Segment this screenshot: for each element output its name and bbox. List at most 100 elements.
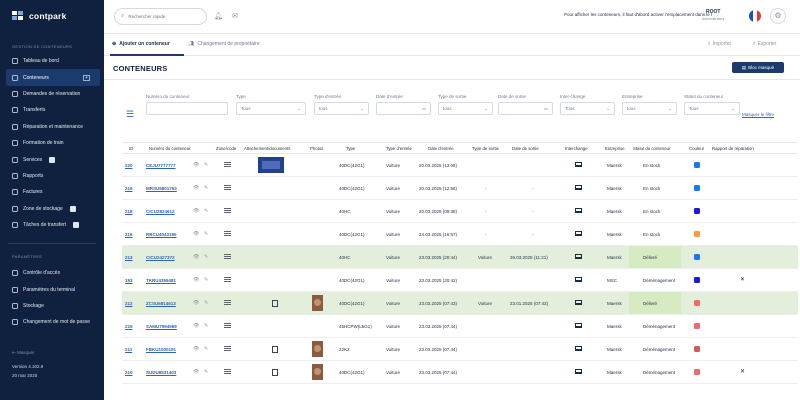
edit-icon[interactable]: ✎ bbox=[204, 254, 209, 260]
container-number[interactable]: SAMU7994569 bbox=[146, 323, 177, 329]
row-id[interactable]: 210 bbox=[125, 369, 133, 375]
eye-icon[interactable]: 👁︎ bbox=[193, 369, 200, 375]
column-header[interactable]: Entreprise bbox=[605, 146, 625, 151]
bell-icon[interactable]: 🔔︎ bbox=[214, 13, 223, 20]
hide-filter-link[interactable]: Masquer le filtre bbox=[742, 112, 775, 117]
interchange-icon[interactable] bbox=[575, 369, 582, 374]
eye-icon[interactable]: 👁︎ bbox=[193, 254, 200, 260]
column-header[interactable]: Type de sortie bbox=[472, 146, 499, 151]
column-header[interactable]: Statut du conteneur bbox=[633, 146, 671, 151]
zone-menu-icon[interactable] bbox=[224, 231, 231, 236]
table-row[interactable]: 213 CICU2427372 👁︎ ✎ 40HC Voiture 23.03.2025 (… bbox=[122, 246, 798, 269]
filter-input[interactable]: tous ⌄ bbox=[622, 102, 677, 115]
sidebar-item[interactable]: Demandes de réservation bbox=[6, 86, 100, 102]
mail-icon[interactable]: ✉ bbox=[232, 13, 238, 20]
interchange-icon[interactable] bbox=[575, 346, 582, 351]
filter-input[interactable] bbox=[146, 102, 228, 115]
zone-menu-icon[interactable] bbox=[224, 185, 231, 190]
row-id[interactable]: 219 bbox=[125, 185, 133, 191]
column-header[interactable]: Zone/code bbox=[216, 146, 237, 151]
tab-add-container[interactable]: ⊕ Ajouter un conteneur bbox=[112, 41, 170, 47]
zone-menu-icon[interactable] bbox=[224, 208, 231, 213]
repair-tools-icon[interactable]: ✕ bbox=[740, 369, 746, 375]
column-header[interactable]: Numéro du conteneur bbox=[149, 146, 191, 151]
container-number[interactable]: ZCSU6814613 bbox=[146, 300, 176, 306]
sidebar-item[interactable]: Contrôle d'accès bbox=[6, 265, 100, 281]
document-icon[interactable] bbox=[272, 345, 278, 353]
edit-icon[interactable]: ✎ bbox=[204, 185, 209, 191]
sidebar-item[interactable]: Tâches de transfert bbox=[6, 217, 100, 233]
sidebar-item[interactable]: Conteneurs + bbox=[6, 69, 100, 86]
edit-icon[interactable]: ✎ bbox=[204, 162, 209, 168]
zone-menu-icon[interactable] bbox=[224, 162, 231, 167]
search-box[interactable]: ⌕ bbox=[114, 8, 207, 25]
table-row[interactable]: 193 TKRU4359481 👁︎ ✎ 40DC(42G1) Voiture 23.03.… bbox=[122, 269, 798, 292]
interchange-icon[interactable] bbox=[575, 323, 582, 328]
edit-icon[interactable]: ✎ bbox=[204, 369, 209, 375]
interchange-icon[interactable] bbox=[575, 231, 582, 236]
column-header[interactable]: ID bbox=[129, 146, 134, 151]
edit-icon[interactable]: ✎ bbox=[204, 346, 209, 352]
interchange-icon[interactable] bbox=[575, 208, 582, 213]
language-flag-icon[interactable] bbox=[749, 10, 761, 22]
row-id[interactable]: 213 bbox=[125, 254, 133, 260]
filter-input[interactable]: ▭ bbox=[376, 102, 431, 115]
table-row[interactable]: 210 SUDU8531403 👁︎ ✎ 40DC(42G1) Voiture 23.03.… bbox=[122, 361, 798, 384]
eye-icon[interactable]: 👁︎ bbox=[193, 231, 200, 237]
row-id[interactable]: 216 bbox=[125, 231, 133, 237]
table-row[interactable]: 212 ZCSU6814613 👁︎ ✎ 40DC(42G1) Voiture 23.03.… bbox=[122, 292, 798, 315]
table-row[interactable]: 219 MRSU5801763 👁︎ ✎ 40DC(42G1) Voiture 20.03.… bbox=[122, 177, 798, 200]
sidebar-item[interactable]: Stockage bbox=[6, 298, 100, 314]
column-header[interactable]: Interchange bbox=[565, 146, 588, 151]
eye-icon[interactable]: 👁︎ bbox=[193, 277, 200, 283]
block-button[interactable]: ▤ Bloc masqué bbox=[732, 62, 784, 73]
filter-input[interactable]: Tous ⌄ bbox=[236, 102, 306, 115]
attachment-thumbnail[interactable] bbox=[258, 157, 284, 173]
search-input[interactable] bbox=[128, 14, 199, 19]
zone-menu-icon[interactable] bbox=[224, 323, 231, 328]
zone-menu-icon[interactable] bbox=[224, 369, 231, 374]
column-header[interactable]: Date d'entrée bbox=[428, 146, 454, 151]
tab-owner-change[interactable]: 👥︎ Changement de propriétaire bbox=[188, 41, 260, 47]
sidebar-item[interactable]: Services bbox=[6, 151, 100, 167]
row-id[interactable]: 215 bbox=[125, 323, 133, 329]
document-icon[interactable] bbox=[272, 368, 278, 376]
eye-icon[interactable]: 👁︎ bbox=[193, 208, 200, 214]
interchange-icon[interactable] bbox=[575, 300, 582, 305]
repair-tools-icon[interactable]: ✕ bbox=[740, 277, 746, 283]
container-number[interactable]: SUDU8531403 bbox=[146, 369, 177, 375]
edit-icon[interactable]: ✎ bbox=[204, 323, 209, 329]
export-button[interactable]: ⇧ Exporter bbox=[752, 41, 777, 47]
container-number[interactable]: FBKU1000191 bbox=[146, 346, 177, 352]
sidebar-item[interactable]: Changement de mot de passe bbox=[6, 314, 100, 330]
interchange-icon[interactable] bbox=[575, 254, 582, 259]
column-header[interactable]: Type d'entrée bbox=[386, 146, 412, 151]
filter-input[interactable]: Tous ⌄ bbox=[684, 102, 740, 115]
table-row[interactable]: 211 FBKU1000191 👁︎ ✎ 22K2 Voiture 23.03.2025 (… bbox=[122, 338, 798, 361]
table-row[interactable]: 215 SAMU7994569 👁︎ ✎ 45HCPW(L5G1) Voiture 23.0… bbox=[122, 315, 798, 338]
document-icon[interactable] bbox=[272, 299, 278, 307]
table-row[interactable]: 220 CEJU7777777 👁︎ ✎ 40DC(42G1) Voiture 20.03.… bbox=[122, 154, 798, 177]
eye-icon[interactable]: 👁︎ bbox=[193, 300, 200, 306]
column-header[interactable]: Couleur bbox=[689, 146, 705, 151]
settings-gear-icon[interactable]: ⚙ bbox=[770, 8, 786, 24]
interchange-icon[interactable] bbox=[575, 185, 582, 190]
sidebar-item[interactable]: Factures bbox=[6, 184, 100, 200]
column-header[interactable]: Attachement/documents bbox=[244, 146, 291, 151]
edit-icon[interactable]: ✎ bbox=[204, 208, 209, 214]
row-id[interactable]: 218 bbox=[125, 208, 133, 214]
column-header[interactable]: Type bbox=[346, 146, 356, 151]
table-row[interactable]: 218 CICU2824612 👁︎ ✎ 40HC Voiture 20.03.2025 (… bbox=[122, 200, 798, 223]
column-header[interactable]: Date de sortie bbox=[512, 146, 539, 151]
interchange-icon[interactable] bbox=[575, 162, 582, 167]
zone-menu-icon[interactable] bbox=[224, 254, 231, 259]
sidebar-item[interactable]: Zone de stockage bbox=[6, 201, 100, 217]
sidebar-item[interactable]: Tableau de bord bbox=[6, 53, 100, 69]
filter-input[interactable]: ▭ bbox=[498, 102, 553, 115]
edit-icon[interactable]: ✎ bbox=[204, 300, 209, 306]
zone-menu-icon[interactable] bbox=[224, 346, 231, 351]
container-number[interactable]: RBCU4043195 bbox=[146, 231, 177, 237]
container-number[interactable]: CEJU7777777 bbox=[146, 162, 176, 168]
zone-menu-icon[interactable] bbox=[224, 277, 231, 282]
row-id[interactable]: 211 bbox=[125, 346, 133, 352]
